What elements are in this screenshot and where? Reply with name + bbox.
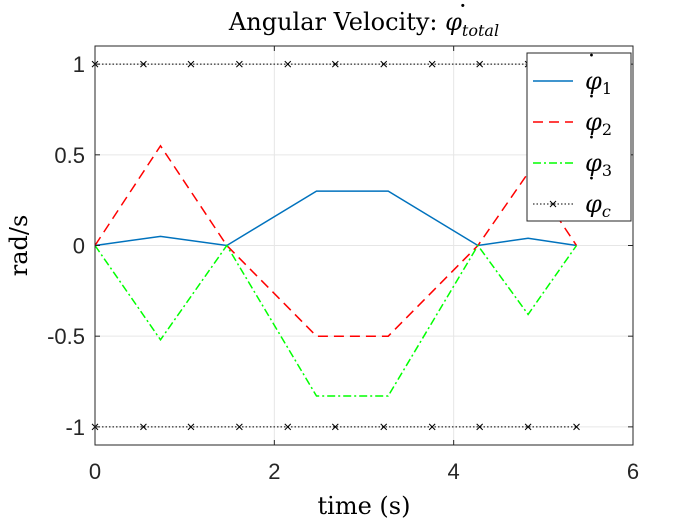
series-marker [573,423,580,431]
y-tick-label: 0.5 [54,143,85,168]
legend-subscript: 1 [602,79,612,98]
axes: 0 2 4 6 1 0.5 0 -0.5 -1 [47,46,639,484]
legend: ·φ1·φ2·φ3·φc [526,44,632,222]
legend-subscript: 3 [602,161,612,180]
series-line-2 [94,144,578,337]
legend-label: φc [585,190,611,221]
y-tick-label: 0 [73,234,85,259]
series-marker [236,60,243,68]
series-marker [187,423,195,431]
series-marker [380,423,388,431]
legend-dot: · [588,126,595,151]
y-tick-label: -1 [65,415,85,440]
legend-marker [549,200,557,208]
title-dot: · [459,0,467,20]
series-marker [380,60,388,68]
title-symbol: φ [445,8,462,36]
legend-dot: · [588,44,595,69]
legend-subscript: 2 [602,120,612,139]
series-marker [476,423,484,431]
x-tick-label: 6 [627,459,639,484]
title-prefix: Angular Velocity: [228,8,445,36]
series-marker [331,423,339,431]
y-tick-label: -0.5 [47,324,85,349]
legend-symbol: φ [585,149,602,177]
chart-title: Angular Velocity: φtotal [228,8,499,40]
legend-box [526,52,632,222]
title-subscript: total [462,21,499,40]
legend-symbol: φ [585,108,602,136]
legend-symbol: φ [585,67,602,95]
series-marker [524,423,532,431]
legend-dot: · [588,167,595,192]
series-marker [331,60,339,68]
series-marker [428,60,436,68]
series-marker [428,423,436,431]
x-tick-label: 2 [268,459,280,484]
legend-dot: · [588,85,595,110]
series-marker [236,423,243,431]
y-axis-label: rad/s [5,215,33,277]
series-line-3 [94,244,578,397]
legend-symbol: φ [585,190,602,218]
series-marker [187,60,195,68]
legend-label: φ1 [585,67,612,98]
series-line-1 [94,190,577,247]
legend-subscript: c [602,202,611,221]
x-tick-label: 4 [448,459,460,484]
series-marker [476,60,484,68]
series-marker [284,423,292,431]
series-marker [140,423,147,431]
legend-label: φ2 [585,108,612,139]
y-tick-label: 1 [73,52,85,77]
series-marker [284,60,292,68]
x-axis-label: time (s) [318,492,411,520]
x-tick-label: 0 [89,459,101,484]
series-marker [140,60,147,68]
legend-label: φ3 [585,149,612,180]
